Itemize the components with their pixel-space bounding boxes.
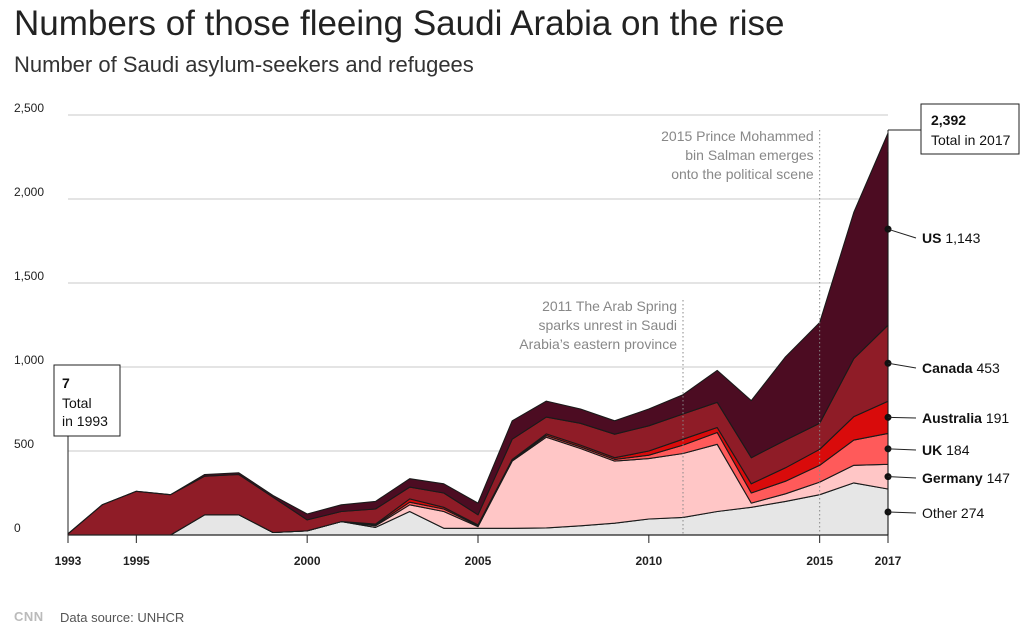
end-leader (887, 476, 917, 479)
y-tick-label: 2,000 (14, 185, 44, 199)
callout-box-2017 (920, 103, 1020, 155)
callout-text: Total in 2017 (931, 132, 1011, 148)
callout-box-1993 (53, 364, 121, 437)
end-leader (887, 362, 917, 369)
callout-text: Total (62, 395, 92, 411)
end-label-australia: Australia 191 (922, 410, 1009, 426)
x-tick-label: 1993 (55, 554, 82, 568)
end-label-germany: Germany 147 (922, 470, 1010, 486)
annotation-text: 2011 The Arab Spring (542, 298, 677, 314)
end-leader (887, 511, 917, 514)
x-tick-label: 2017 (875, 554, 902, 568)
annotation-text: Arabia’s eastern province (519, 336, 677, 352)
annotation-text: onto the political scene (671, 166, 814, 182)
callout-value: 7 (62, 375, 70, 391)
end-leader (887, 228, 917, 239)
y-tick-label: 500 (14, 437, 34, 451)
annotation-text: 2015 Prince Mohammed (661, 128, 814, 144)
stacked-area-chart: 0 500 1,000 1,500 2,000 2,500 1993 1995 2000 2005… (14, 101, 1020, 568)
end-leader (887, 416, 917, 419)
end-leader (887, 448, 917, 451)
x-tick-label: 2010 (635, 554, 662, 568)
callout-text: in 1993 (62, 413, 108, 429)
annotation-text: bin Salman emerges (685, 147, 813, 163)
y-tick-label: 1,000 (14, 353, 44, 367)
callout-value: 2,392 (931, 112, 966, 128)
end-label-canada: Canada 453 (922, 360, 1000, 376)
x-tick-label: 2015 (806, 554, 833, 568)
end-label-other: Other 274 (922, 505, 984, 521)
end-label-uk: UK 184 (922, 442, 970, 458)
chart-title: Numbers of those fleeing Saudi Arabia on… (14, 4, 785, 43)
cnn-logo: CNN (14, 609, 44, 624)
y-tick-label: 0 (14, 521, 21, 535)
x-tick-label: 1995 (123, 554, 150, 568)
data-source: Data source: UNHCR (60, 610, 185, 625)
end-marker (884, 508, 892, 516)
chart-subtitle: Number of Saudi asylum-seekers and refug… (14, 52, 474, 77)
annotation-text: sparks unrest in Saudi (538, 317, 677, 333)
y-tick-label: 1,500 (14, 269, 44, 283)
x-tick-label: 2005 (465, 554, 492, 568)
end-label-us: US 1,143 (922, 230, 981, 246)
y-tick-label: 2,500 (14, 101, 44, 115)
x-tick-label: 2000 (294, 554, 321, 568)
